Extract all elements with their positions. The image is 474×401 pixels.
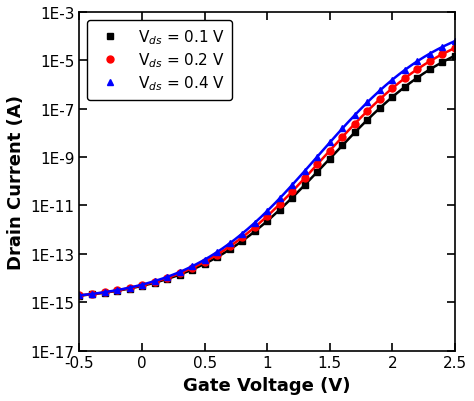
V$_{ds}$ = 0.2 V	[302, 176, 308, 181]
Line: V$_{ds}$ = 0.1 V: V$_{ds}$ = 0.1 V	[76, 53, 458, 300]
V$_{ds}$ = 0.4 V	[202, 257, 208, 262]
Line: V$_{ds}$ = 0.2 V: V$_{ds}$ = 0.2 V	[76, 45, 458, 299]
V$_{ds}$ = 0.4 V	[290, 183, 295, 188]
V$_{ds}$ = 0.4 V	[264, 209, 270, 214]
V$_{ds}$ = 0.1 V	[252, 229, 257, 234]
V$_{ds}$ = 0.1 V	[439, 61, 445, 65]
V$_{ds}$ = 0.4 V	[452, 40, 458, 45]
V$_{ds}$ = 0.1 V	[339, 144, 345, 148]
V$_{ds}$ = 0.2 V	[277, 202, 283, 207]
V$_{ds}$ = 0.1 V	[327, 157, 333, 162]
V$_{ds}$ = 0.2 V	[102, 290, 108, 295]
V$_{ds}$ = 0.4 V	[102, 290, 108, 295]
Line: V$_{ds}$ = 0.4 V: V$_{ds}$ = 0.4 V	[76, 38, 458, 299]
V$_{ds}$ = 0.1 V	[102, 291, 108, 296]
V$_{ds}$ = 0.4 V	[427, 52, 433, 57]
V$_{ds}$ = 0.2 V	[365, 109, 370, 114]
V$_{ds}$ = 0.1 V	[127, 286, 132, 291]
V$_{ds}$ = 0.4 V	[377, 89, 383, 94]
V$_{ds}$ = 0.4 V	[327, 141, 333, 146]
V$_{ds}$ = 0.1 V	[264, 219, 270, 224]
V$_{ds}$ = 0.4 V	[89, 292, 95, 297]
V$_{ds}$ = 0.2 V	[452, 47, 458, 51]
V$_{ds}$ = 0.1 V	[114, 289, 120, 294]
V$_{ds}$ = 0.1 V	[189, 267, 195, 272]
V$_{ds}$ = 0.4 V	[114, 288, 120, 293]
V$_{ds}$ = 0.1 V	[164, 277, 170, 282]
V$_{ds}$ = 0.4 V	[77, 293, 82, 298]
V$_{ds}$ = 0.4 V	[127, 286, 132, 290]
V$_{ds}$ = 0.4 V	[189, 264, 195, 269]
V$_{ds}$ = 0.4 V	[415, 60, 420, 65]
V$_{ds}$ = 0.2 V	[114, 288, 120, 293]
V$_{ds}$ = 0.1 V	[402, 85, 408, 90]
V$_{ds}$ = 0.1 V	[239, 239, 245, 244]
Legend: V$_{ds}$ = 0.1 V, V$_{ds}$ = 0.2 V, V$_{ds}$ = 0.4 V: V$_{ds}$ = 0.1 V, V$_{ds}$ = 0.2 V, V$_{…	[87, 20, 232, 101]
V$_{ds}$ = 0.2 V	[264, 214, 270, 219]
V$_{ds}$ = 0.4 V	[214, 250, 220, 255]
V$_{ds}$ = 0.2 V	[127, 286, 132, 291]
V$_{ds}$ = 0.1 V	[89, 292, 95, 297]
V$_{ds}$ = 0.1 V	[202, 262, 208, 267]
V$_{ds}$ = 0.4 V	[390, 78, 395, 83]
V$_{ds}$ = 0.2 V	[239, 235, 245, 240]
V$_{ds}$ = 0.2 V	[339, 135, 345, 140]
V$_{ds}$ = 0.2 V	[164, 276, 170, 281]
V$_{ds}$ = 0.2 V	[139, 283, 145, 288]
V$_{ds}$ = 0.2 V	[89, 292, 95, 297]
V$_{ds}$ = 0.2 V	[427, 60, 433, 65]
V$_{ds}$ = 0.2 V	[402, 77, 408, 81]
V$_{ds}$ = 0.2 V	[439, 53, 445, 57]
V$_{ds}$ = 0.2 V	[202, 260, 208, 265]
V$_{ds}$ = 0.2 V	[227, 245, 233, 249]
V$_{ds}$ = 0.2 V	[177, 271, 182, 276]
V$_{ds}$ = 0.2 V	[214, 253, 220, 257]
V$_{ds}$ = 0.2 V	[314, 162, 320, 167]
Y-axis label: Drain Current (A): Drain Current (A)	[7, 95, 25, 269]
V$_{ds}$ = 0.1 V	[352, 131, 358, 136]
V$_{ds}$ = 0.1 V	[452, 54, 458, 59]
V$_{ds}$ = 0.1 V	[377, 106, 383, 111]
V$_{ds}$ = 0.4 V	[152, 279, 157, 284]
V$_{ds}$ = 0.4 V	[177, 270, 182, 275]
V$_{ds}$ = 0.4 V	[402, 68, 408, 73]
V$_{ds}$ = 0.2 V	[390, 87, 395, 91]
V$_{ds}$ = 0.4 V	[252, 221, 257, 226]
V$_{ds}$ = 0.4 V	[164, 275, 170, 279]
V$_{ds}$ = 0.1 V	[290, 196, 295, 200]
V$_{ds}$ = 0.1 V	[427, 68, 433, 73]
V$_{ds}$ = 0.1 V	[214, 255, 220, 260]
V$_{ds}$ = 0.1 V	[365, 118, 370, 123]
V$_{ds}$ = 0.1 V	[227, 247, 233, 252]
V$_{ds}$ = 0.1 V	[390, 95, 395, 100]
V$_{ds}$ = 0.4 V	[365, 101, 370, 105]
V$_{ds}$ = 0.4 V	[352, 113, 358, 118]
V$_{ds}$ = 0.1 V	[139, 284, 145, 289]
V$_{ds}$ = 0.1 V	[177, 273, 182, 277]
V$_{ds}$ = 0.1 V	[302, 183, 308, 188]
V$_{ds}$ = 0.1 V	[415, 76, 420, 81]
V$_{ds}$ = 0.2 V	[252, 225, 257, 230]
V$_{ds}$ = 0.4 V	[302, 169, 308, 174]
V$_{ds}$ = 0.2 V	[377, 97, 383, 102]
V$_{ds}$ = 0.1 V	[314, 170, 320, 175]
V$_{ds}$ = 0.4 V	[439, 45, 445, 50]
V$_{ds}$ = 0.4 V	[227, 241, 233, 246]
V$_{ds}$ = 0.2 V	[352, 122, 358, 127]
X-axis label: Gate Voltage (V): Gate Voltage (V)	[183, 376, 351, 394]
V$_{ds}$ = 0.4 V	[339, 127, 345, 132]
V$_{ds}$ = 0.2 V	[327, 149, 333, 154]
V$_{ds}$ = 0.4 V	[277, 196, 283, 201]
V$_{ds}$ = 0.1 V	[277, 208, 283, 213]
V$_{ds}$ = 0.1 V	[77, 294, 82, 298]
V$_{ds}$ = 0.2 V	[189, 266, 195, 271]
V$_{ds}$ = 0.4 V	[314, 155, 320, 160]
V$_{ds}$ = 0.4 V	[239, 232, 245, 237]
V$_{ds}$ = 0.2 V	[415, 67, 420, 72]
V$_{ds}$ = 0.2 V	[77, 293, 82, 298]
V$_{ds}$ = 0.2 V	[290, 189, 295, 194]
V$_{ds}$ = 0.4 V	[139, 283, 145, 288]
V$_{ds}$ = 0.1 V	[152, 281, 157, 286]
V$_{ds}$ = 0.2 V	[152, 280, 157, 285]
